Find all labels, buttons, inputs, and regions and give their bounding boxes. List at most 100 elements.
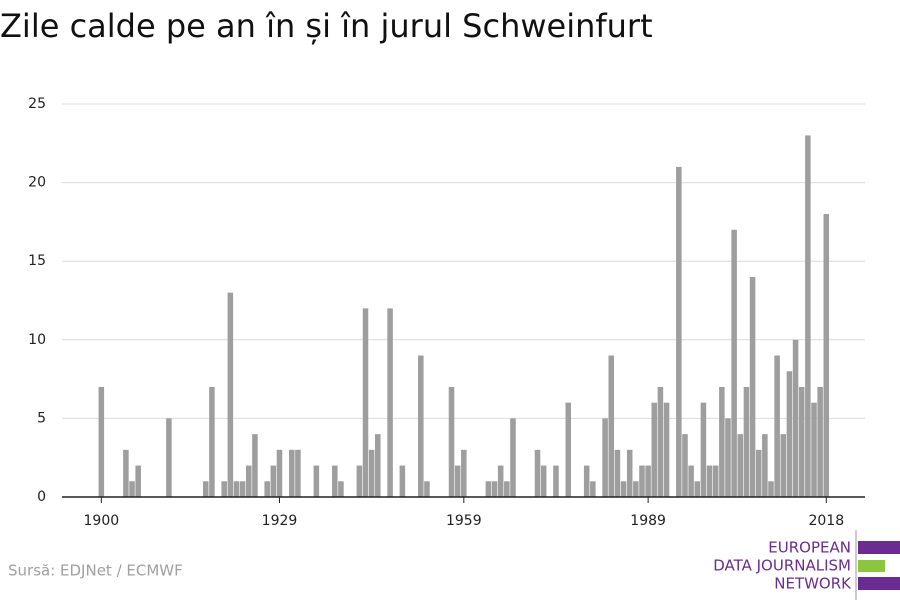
bar (737, 434, 744, 497)
x-tick-label: 2018 (808, 513, 844, 529)
bar (743, 386, 750, 497)
bar (510, 418, 516, 497)
bar (694, 481, 701, 497)
bar (424, 481, 430, 497)
bar (792, 339, 799, 497)
bar (166, 418, 172, 497)
bar (399, 465, 406, 497)
bar (227, 292, 234, 497)
bar (356, 465, 363, 497)
logo-text: DATA JOURNALISM (713, 557, 851, 575)
bar (534, 449, 541, 497)
bar (780, 434, 787, 497)
bar (620, 481, 627, 497)
bar (755, 449, 762, 497)
bar (663, 402, 670, 497)
y-tick-label: 25 (28, 96, 46, 112)
bar (123, 449, 129, 497)
bar (448, 386, 455, 497)
bar (375, 434, 381, 497)
bar (418, 355, 424, 497)
bar (583, 465, 590, 497)
logo-bar (858, 541, 900, 554)
x-tick-label: 1989 (630, 513, 666, 529)
bar (553, 465, 559, 497)
bar (805, 135, 811, 497)
bar (362, 308, 369, 497)
x-tick-label: 1900 (84, 513, 120, 529)
y-tick-label: 20 (28, 175, 46, 191)
bar (614, 449, 621, 497)
bar (712, 465, 719, 497)
bar (651, 402, 658, 497)
bar (700, 402, 707, 497)
bar (676, 166, 682, 497)
y-tick-label: 10 (28, 332, 46, 348)
bar (264, 481, 270, 497)
bar (289, 449, 295, 497)
x-tick-label: 1929 (262, 513, 298, 529)
bar (823, 214, 830, 498)
bar (485, 481, 492, 497)
bar (817, 386, 823, 497)
logo-text: EUROPEAN (768, 539, 851, 557)
bar (252, 434, 258, 497)
bar (639, 465, 645, 497)
bar (368, 449, 375, 497)
bar (725, 418, 731, 497)
source: Sursă: EDJNet / ECMWF (8, 562, 183, 580)
bar (461, 449, 467, 497)
bar (688, 465, 694, 497)
y-tick-label: 5 (37, 410, 46, 426)
x-tick-label: 1959 (446, 513, 482, 529)
bar (786, 371, 793, 497)
bar (540, 465, 547, 497)
bar (338, 481, 344, 497)
bar (491, 481, 498, 497)
y-tick-label: 15 (28, 253, 46, 269)
bar (608, 355, 615, 497)
bar (246, 465, 252, 497)
bar (682, 434, 688, 497)
bar (276, 449, 283, 497)
bar (645, 465, 651, 497)
logo-bar (858, 577, 900, 590)
bar (387, 308, 393, 497)
bar (129, 481, 135, 497)
y-tick-label: 0 (37, 489, 46, 505)
bar (332, 465, 338, 497)
bar (203, 481, 209, 497)
bar (504, 481, 510, 497)
bar (749, 276, 756, 497)
logo-bar (858, 560, 885, 572)
bar (633, 481, 639, 497)
logo: EUROPEAN DATA JOURNALISM NETWORK (713, 530, 900, 600)
bar (719, 386, 725, 497)
bar (497, 465, 504, 497)
logo-text: NETWORK (774, 575, 852, 593)
bar (454, 465, 461, 497)
bar (762, 434, 768, 497)
chart-title: Zile calde pe an în și în jurul Schweinf… (0, 7, 653, 45)
bar (295, 449, 301, 497)
bar (209, 386, 215, 497)
bar (270, 465, 277, 497)
bar (798, 386, 805, 497)
bar (565, 402, 572, 497)
bar (731, 229, 737, 497)
bar (657, 386, 664, 497)
bar (98, 386, 105, 497)
bar (233, 481, 240, 497)
bar (774, 355, 780, 497)
bar (626, 449, 633, 497)
bar (239, 481, 246, 497)
bar (313, 465, 320, 497)
bar (221, 481, 227, 497)
bar (602, 418, 608, 497)
bar (706, 465, 713, 497)
bar (811, 402, 817, 497)
bar (590, 481, 596, 497)
bar (135, 465, 141, 497)
bar (768, 481, 774, 497)
